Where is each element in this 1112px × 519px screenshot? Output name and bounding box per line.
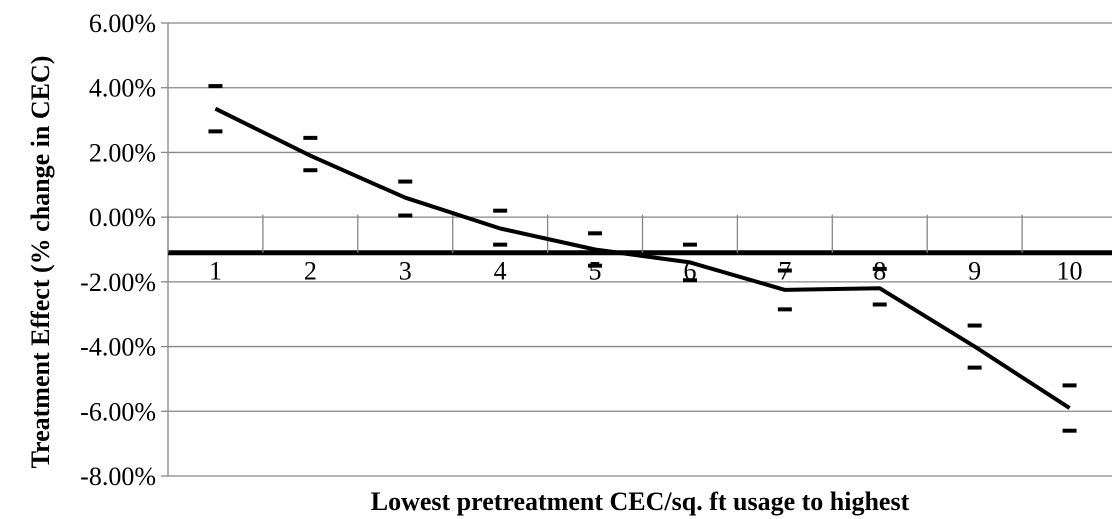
y-tick-label: -6.00% <box>80 397 156 426</box>
series-line <box>214 106 1071 410</box>
x-tick-label: 9 <box>968 257 981 286</box>
y-tick-label: 6.00% <box>89 9 156 38</box>
x-tick-label: 10 <box>1057 257 1083 286</box>
y-axis-title: Treatment Effect (% change in CEC) <box>26 56 55 469</box>
y-tick-label: 4.00% <box>89 74 156 103</box>
x-tick-label: 5 <box>589 257 602 286</box>
gridlines <box>161 22 1112 477</box>
x-tick-label: 3 <box>399 257 412 286</box>
error-bars <box>208 84 1077 433</box>
series <box>214 106 1071 410</box>
x-axis <box>167 214 1112 256</box>
x-axis-title: Lowest pretreatment CEC/sq. ft usage to … <box>371 487 910 516</box>
y-tick-label: -4.00% <box>80 333 156 362</box>
x-tick-label: 8 <box>873 257 886 286</box>
x-tick-label: 1 <box>209 257 222 286</box>
x-tick-label: 4 <box>494 257 507 286</box>
y-tick-label: -8.00% <box>80 462 156 491</box>
x-tick-label: 2 <box>304 257 317 286</box>
y-tick-label: 0.00% <box>89 203 156 232</box>
y-tick-label: -2.00% <box>80 268 156 297</box>
y-tick-label: 2.00% <box>89 138 156 167</box>
y-tick-labels: 6.00% 4.00% 2.00% 0.00% -2.00% -4.00% -6.00% -8… <box>80 9 156 491</box>
